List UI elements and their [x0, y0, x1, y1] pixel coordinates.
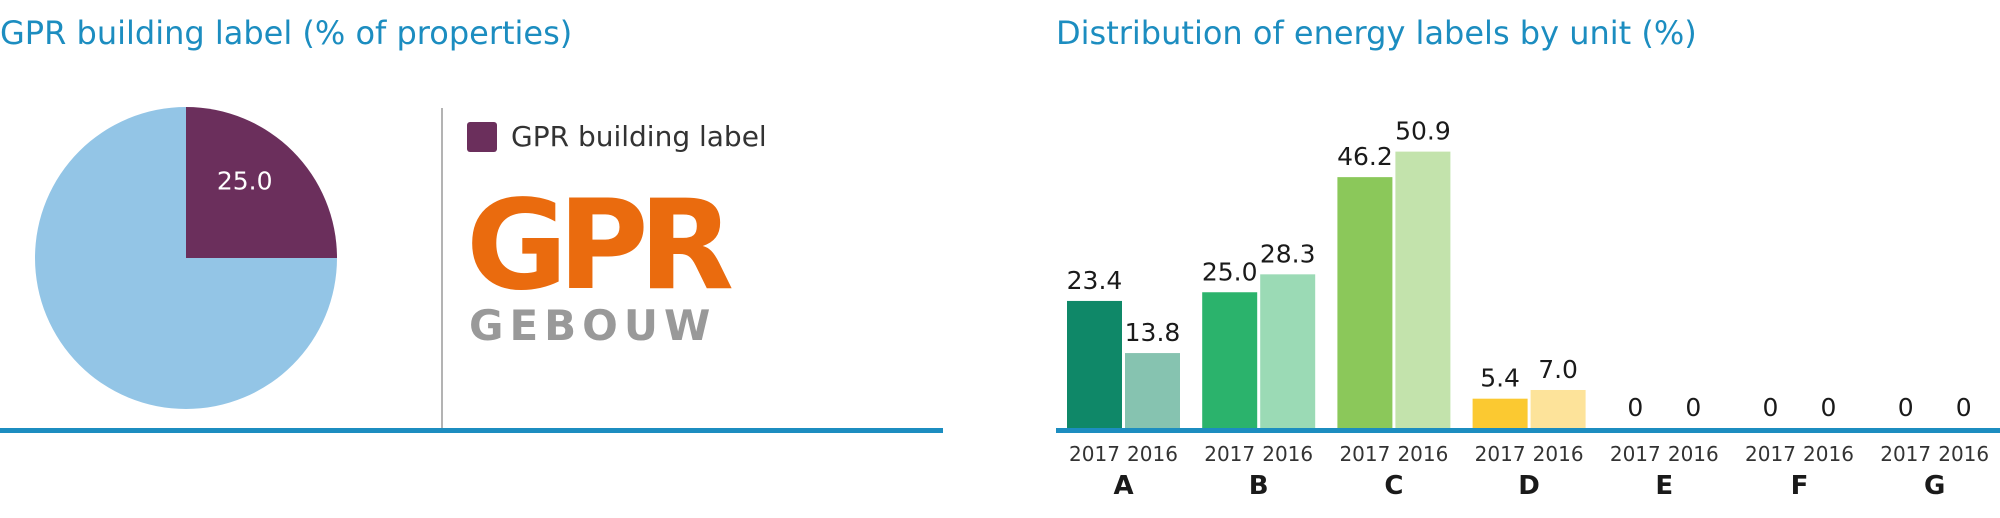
bar-value-label-C-2016: 50.9: [1395, 117, 1451, 146]
year-tick-label-F-2016: 2016: [1803, 442, 1854, 466]
bar-value-label-A-2017: 23.4: [1067, 266, 1123, 295]
bar-value-label-B-2017: 25.0: [1202, 257, 1258, 286]
bar-chart-baseline: [1056, 428, 2000, 433]
bar-value-label-F-2016: 0: [1821, 393, 1837, 422]
bar-C-2016: [1395, 151, 1451, 428]
bar-value-label-B-2016: 28.3: [1260, 239, 1316, 268]
bar-value-label-A-2016: 13.8: [1125, 318, 1181, 347]
category-label-D: D: [1518, 471, 1540, 501]
bar-A-2017: [1067, 300, 1122, 428]
bar-C-2017: [1337, 177, 1393, 428]
bar-B-2017: [1202, 292, 1258, 428]
year-tick-label-F-2017: 2017: [1745, 442, 1796, 466]
logo-gebouw-text: GEBOUW: [469, 301, 716, 350]
year-tick-label-G-2017: 2017: [1880, 442, 1931, 466]
year-tick-label-B-2017: 2017: [1204, 442, 1255, 466]
pie-chart-title: GPR building label (% of properties): [0, 14, 573, 52]
bar-value-label-G-2017: 0: [1898, 393, 1914, 422]
category-label-A: A: [1113, 471, 1133, 501]
legend-swatch: [467, 121, 497, 152]
logo-gpr-text: GPR: [466, 174, 732, 318]
bar-value-label-D-2017: 5.4: [1480, 364, 1520, 393]
bar-value-label-E-2016: 0: [1685, 393, 1701, 422]
bar-B-2016: [1260, 274, 1316, 428]
bar-D-2017: [1472, 398, 1528, 428]
pie-panel-baseline: [0, 428, 943, 433]
bar-value-label-G-2016: 0: [1956, 393, 1972, 422]
pie-chart: 25.0: [35, 107, 337, 409]
bar-value-label-D-2016: 7.0: [1538, 355, 1578, 384]
category-label-F: F: [1791, 471, 1809, 501]
year-tick-label-E-2016: 2016: [1668, 442, 1719, 466]
pie-legend: GPR building label: [467, 120, 767, 153]
year-tick-label-B-2016: 2016: [1262, 442, 1313, 466]
year-tick-label-D-2017: 2017: [1475, 442, 1526, 466]
year-tick-label-E-2017: 2017: [1610, 442, 1661, 466]
year-tick-label-G-2016: 2016: [1938, 442, 1989, 466]
year-tick-label-C-2016: 2016: [1397, 442, 1448, 466]
pie-slice-0: [186, 107, 337, 258]
year-tick-label-A-2017: 2017: [1069, 442, 1120, 466]
category-label-C: C: [1384, 471, 1403, 501]
bar-D-2016: [1530, 389, 1586, 428]
legend-label: GPR building label: [511, 120, 767, 153]
bar-value-label-F-2017: 0: [1763, 393, 1779, 422]
year-tick-label-C-2017: 2017: [1339, 442, 1390, 466]
bar-value-label-C-2017: 46.2: [1337, 142, 1393, 171]
panel-divider: [441, 108, 443, 428]
bar-value-label-E-2017: 0: [1627, 393, 1643, 422]
category-label-G: G: [1924, 471, 1945, 501]
year-tick-label-D-2016: 2016: [1533, 442, 1584, 466]
gpr-gebouw-logo: GPR GEBOUW: [466, 174, 742, 350]
pie-slice-1: [35, 107, 337, 409]
category-label-B: B: [1249, 471, 1269, 501]
pie-slice-label-0: 25.0: [217, 166, 273, 195]
bar-chart-title: Distribution of energy labels by unit (%…: [1056, 14, 1697, 52]
bar-A-2016: [1125, 353, 1180, 428]
year-tick-label-A-2016: 2016: [1127, 442, 1178, 466]
category-label-E: E: [1655, 471, 1673, 501]
